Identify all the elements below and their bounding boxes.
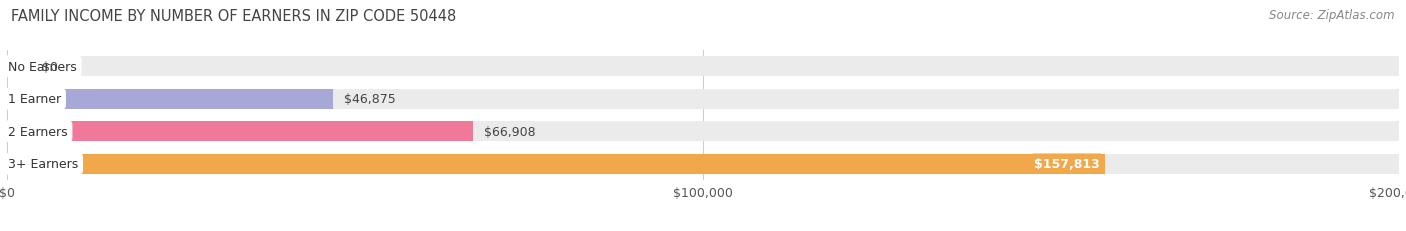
Bar bbox=[7, 122, 1399, 142]
Bar bbox=[7, 122, 472, 142]
Text: FAMILY INCOME BY NUMBER OF EARNERS IN ZIP CODE 50448: FAMILY INCOME BY NUMBER OF EARNERS IN ZI… bbox=[11, 9, 457, 24]
Bar bbox=[7, 57, 32, 77]
Bar bbox=[7, 89, 333, 109]
Text: $157,813: $157,813 bbox=[1033, 158, 1099, 170]
Bar bbox=[7, 57, 1399, 77]
Text: No Earners: No Earners bbox=[8, 61, 77, 73]
Text: 1 Earner: 1 Earner bbox=[8, 93, 62, 106]
Bar bbox=[7, 154, 1105, 174]
Text: $66,908: $66,908 bbox=[484, 125, 536, 138]
Bar bbox=[7, 89, 1399, 109]
Text: 2 Earners: 2 Earners bbox=[8, 125, 67, 138]
Text: Source: ZipAtlas.com: Source: ZipAtlas.com bbox=[1270, 9, 1395, 22]
Bar bbox=[7, 154, 1399, 174]
Text: $0: $0 bbox=[42, 61, 58, 73]
Text: $46,875: $46,875 bbox=[344, 93, 396, 106]
Text: 3+ Earners: 3+ Earners bbox=[8, 158, 79, 170]
